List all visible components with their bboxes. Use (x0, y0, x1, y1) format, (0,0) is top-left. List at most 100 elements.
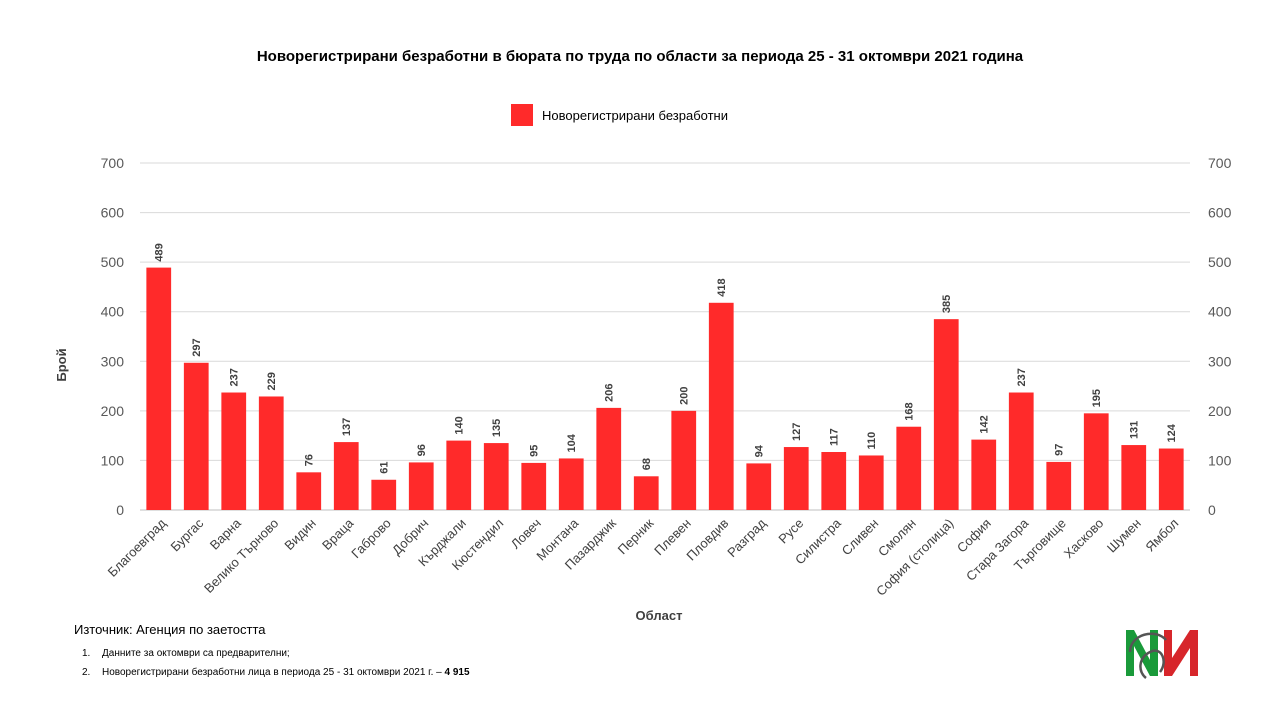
data-label: 127 (791, 423, 803, 441)
data-label: 237 (229, 368, 241, 386)
bar (408, 462, 434, 510)
bars (146, 267, 1184, 510)
data-label: 297 (191, 338, 203, 356)
note-1: 1. Данните за октомври са предварителни; (74, 644, 470, 663)
data-label: 168 (904, 402, 916, 420)
bar (858, 455, 884, 510)
data-label: 61 (379, 462, 391, 474)
data-label: 195 (1091, 389, 1103, 407)
y-tick-label-right: 500 (1208, 254, 1232, 270)
data-label: 104 (566, 433, 578, 452)
x-tick-label: Шумен (1104, 516, 1144, 556)
note-number: 2. (82, 667, 91, 678)
x-tick-label: Пловдив (683, 515, 731, 563)
gridlines (140, 162, 1190, 511)
bar (183, 362, 209, 510)
nsi-logo-icon (1126, 630, 1198, 679)
x-tick-label: Ямбол (1142, 516, 1181, 555)
y-tick-label-right: 700 (1208, 155, 1232, 171)
data-label: 135 (491, 419, 503, 437)
bar (671, 410, 697, 510)
x-tick-label: Видин (281, 516, 318, 553)
data-label: 137 (341, 418, 353, 436)
y-tick-label-right: 100 (1208, 452, 1232, 468)
bar (1158, 448, 1184, 510)
value-labels: 489 297 237 229 76 137 61 96 140 135 95 104 206 68 200… (154, 243, 1179, 474)
data-label: 96 (416, 444, 428, 456)
bar (371, 479, 397, 510)
total-value: 4 915 (444, 667, 470, 678)
bar (933, 319, 959, 510)
y-tick-label-right: 600 (1208, 205, 1232, 221)
bar (596, 407, 622, 510)
y-tick-label: 500 (101, 254, 125, 270)
x-tick-label: Хасково (1061, 516, 1107, 562)
data-label: 95 (529, 445, 541, 457)
y-tick-label: 200 (101, 403, 125, 419)
y-tick-label-right: 300 (1208, 353, 1232, 369)
bar (146, 267, 172, 510)
data-label: 237 (1016, 368, 1028, 386)
bar (483, 443, 509, 510)
bar (558, 458, 584, 510)
legend-label: Новорегистрирани безработни (542, 108, 728, 123)
bar (708, 302, 734, 510)
note-2: 2. Новорегистрирани безработни лица в пер… (74, 663, 470, 682)
y-tick-label: 700 (101, 155, 125, 171)
data-label: 131 (1129, 421, 1141, 439)
data-label: 110 (866, 432, 878, 450)
y-tick-label: 0 (116, 502, 124, 518)
note-text: Новорегистрирани безработни лица в перио… (102, 667, 445, 678)
bar (1008, 392, 1034, 510)
x-tick-label: Габрово (348, 516, 394, 562)
y-tick-label-right: 400 (1208, 304, 1232, 320)
data-label: 418 (716, 278, 728, 296)
data-label: 489 (154, 243, 166, 261)
x-tick-label: Русе (775, 516, 806, 547)
data-label: 94 (754, 444, 766, 457)
data-label: 142 (979, 415, 991, 433)
y-tick-label-right: 200 (1208, 403, 1232, 419)
y-axis-right: 0 100 200 300 400 500 600 700 (1208, 155, 1232, 518)
x-tick-label: Благоевград (105, 515, 170, 580)
bar (783, 447, 809, 510)
data-label: 385 (941, 295, 953, 313)
bar (821, 452, 847, 510)
data-label: 68 (641, 458, 653, 470)
bar (1083, 413, 1109, 510)
note-text: Данните за октомври са предварителни; (102, 648, 290, 659)
y-tick-label: 600 (101, 205, 125, 221)
data-label: 117 (829, 428, 841, 446)
data-label: 124 (1166, 423, 1178, 442)
bar (971, 439, 997, 510)
x-tick-label: Сливен (839, 516, 882, 559)
data-label: 76 (304, 454, 316, 466)
note-number: 1. (82, 648, 91, 659)
x-tick-label: Бургас (167, 515, 206, 554)
data-label: 206 (604, 384, 616, 402)
bar (633, 476, 659, 510)
bar (446, 440, 472, 510)
bar (221, 392, 247, 510)
data-label: 97 (1054, 444, 1066, 456)
bar (333, 442, 359, 510)
y-tick-label: 300 (101, 353, 125, 369)
legend: Новорегистрирани безработни (511, 104, 728, 126)
y-tick-label: 100 (101, 452, 125, 468)
data-label: 229 (266, 372, 278, 390)
chart-title: Новорегистрирани безработни в бюрата по … (257, 48, 1024, 65)
y-tick-label-right: 0 (1208, 502, 1216, 518)
x-tick-label: Ловеч (508, 516, 544, 552)
legend-swatch (511, 104, 533, 126)
x-tick-label: Разград (724, 515, 769, 560)
bar (1046, 461, 1072, 510)
bar (296, 472, 322, 510)
bar (521, 462, 547, 510)
source-text: Източник: Агенция по заетостта (74, 622, 266, 637)
bar (746, 463, 772, 510)
x-tick-label: Перник (615, 515, 657, 557)
bar (1121, 445, 1147, 510)
y-axis-left: 0 100 200 300 400 500 600 700 (101, 155, 125, 518)
